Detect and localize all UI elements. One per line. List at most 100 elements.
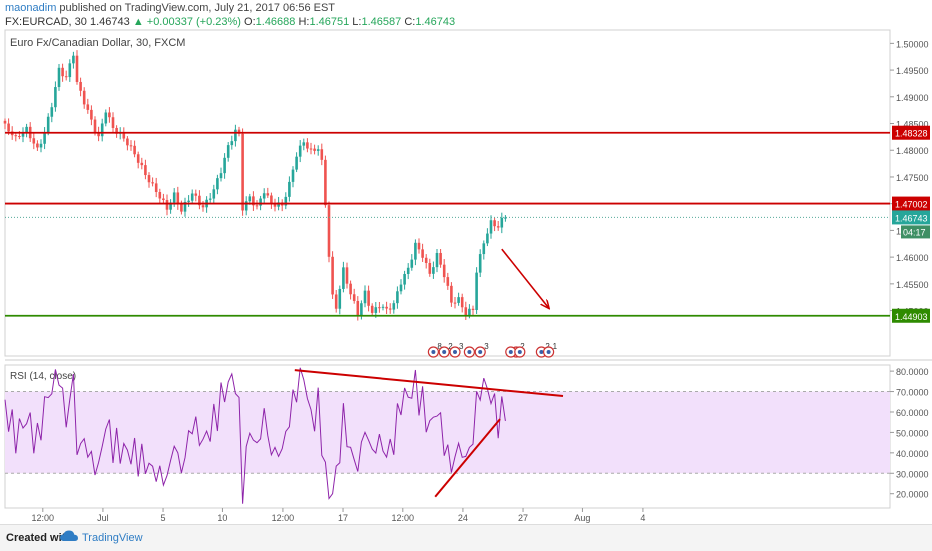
price-pane[interactable]: Euro Fx/Canadian Dollar, 30, FXCM 1.50000… <box>3 29 932 361</box>
candle-body <box>39 143 43 148</box>
candle-body <box>97 132 100 137</box>
close-label: C: <box>404 16 416 28</box>
event-flag-dot <box>478 350 483 354</box>
change-value: +0.00337 (+0.23%) <box>146 16 241 28</box>
candle-body <box>129 145 133 147</box>
event-flag-dot <box>546 350 551 354</box>
rsi-tick-label: 70.0000 <box>896 388 929 398</box>
candle-body <box>104 112 108 124</box>
rsi-tick-label: 50.0000 <box>896 428 929 438</box>
candle-body <box>414 242 417 260</box>
forecast-arrow <box>501 248 549 308</box>
candle-body <box>388 308 392 310</box>
author-link[interactable]: maonadim <box>5 2 57 14</box>
candle-body <box>471 308 475 311</box>
price-tick-label: 1.47500 <box>896 173 929 183</box>
candle-body <box>133 145 136 155</box>
rsi-tick-label: 20.0000 <box>896 490 929 500</box>
candle-body <box>248 196 252 202</box>
candle-body <box>144 165 147 176</box>
candle-body <box>500 217 504 228</box>
candle-body <box>342 267 345 289</box>
resistance-price-label: 1.47002 <box>895 200 928 210</box>
candle-body <box>108 112 111 118</box>
event-flag-dot <box>517 350 522 354</box>
resistance-price-tag <box>892 196 930 211</box>
open-label: O: <box>244 16 256 28</box>
candle-body <box>169 202 172 210</box>
candle-body <box>349 283 352 295</box>
candle-body <box>241 133 244 211</box>
time-tick-label: 5 <box>161 513 166 523</box>
rsi-tick-label: 60.0000 <box>896 408 929 418</box>
candle-body <box>262 193 266 199</box>
candle-body <box>396 291 399 304</box>
last-price-label: 1.46743 <box>895 213 928 223</box>
candle-body <box>298 145 302 157</box>
candle-body <box>475 272 478 311</box>
candle-body <box>68 63 72 78</box>
rsi-pane[interactable]: RSI (14, close) 80.0000 70.0000 60.0000 50.0… <box>4 364 929 509</box>
event-marker: 1 <box>542 342 558 358</box>
countdown-tag <box>901 225 930 239</box>
event-marker: 3 <box>474 342 489 358</box>
candle-body <box>25 126 28 133</box>
candle-body <box>284 196 288 206</box>
candle-body <box>158 192 162 199</box>
candle-body <box>57 67 61 88</box>
candle-body <box>151 182 154 184</box>
candle-body <box>64 76 68 78</box>
candle-body <box>244 201 248 211</box>
time-tick-label: 24 <box>458 513 468 523</box>
candle-body <box>421 249 424 258</box>
candle-body <box>450 285 453 303</box>
event-flag-dot <box>431 350 436 354</box>
candle-body <box>482 243 486 255</box>
candle-body <box>43 132 46 144</box>
candle-body <box>331 256 334 295</box>
candle-body <box>457 297 460 303</box>
tradingview-brand-link[interactable]: TradingView <box>82 532 143 544</box>
candle-body <box>352 294 356 301</box>
candle-body <box>176 192 180 205</box>
candle-body <box>270 195 273 204</box>
time-tick-label: 17 <box>338 513 348 523</box>
candle-body <box>21 132 25 137</box>
price-tick-label: 1.48500 <box>896 120 929 130</box>
candle-body <box>180 204 183 212</box>
event-count-label: 8 <box>437 342 442 351</box>
rsi-tick-label: 30.0000 <box>896 469 929 479</box>
candle-body <box>504 217 507 219</box>
candle-body <box>356 300 360 316</box>
candle-body <box>223 157 226 174</box>
footer-bar: Created with TradingView <box>0 524 932 551</box>
candle-body <box>486 233 489 244</box>
event-count-label: 2 <box>448 342 453 351</box>
time-tick-label: 12:00 <box>272 513 295 523</box>
candle-body <box>309 148 313 150</box>
candle-body <box>201 205 205 208</box>
price-tick-label: 1.48000 <box>896 146 929 156</box>
event-count-label: 3 <box>459 342 464 351</box>
candle-body <box>345 267 349 284</box>
rsi-trendline <box>294 369 564 398</box>
event-marker: 8 <box>427 342 442 358</box>
support-price-label: 1.44903 <box>895 312 928 322</box>
candle-body <box>496 226 500 228</box>
candle-body <box>208 198 212 200</box>
low-value: 1.46587 <box>361 16 402 28</box>
candle-body <box>460 297 464 308</box>
price-tick-label: 1.49000 <box>896 93 929 103</box>
candle-body <box>295 156 298 170</box>
candle-body <box>277 202 280 207</box>
candle-body <box>194 193 198 196</box>
candle-body <box>14 135 18 137</box>
candle-body <box>252 196 255 206</box>
time-tick-label: 12:00 <box>392 513 415 523</box>
candle-body <box>338 288 342 309</box>
chart-canvas[interactable]: Euro Fx/Canadian Dollar, 30, FXCM 1.50000… <box>0 0 932 524</box>
event-count-label: 2 <box>520 342 525 351</box>
tradingview-cloud-icon <box>60 530 78 541</box>
candle-body <box>82 90 86 105</box>
